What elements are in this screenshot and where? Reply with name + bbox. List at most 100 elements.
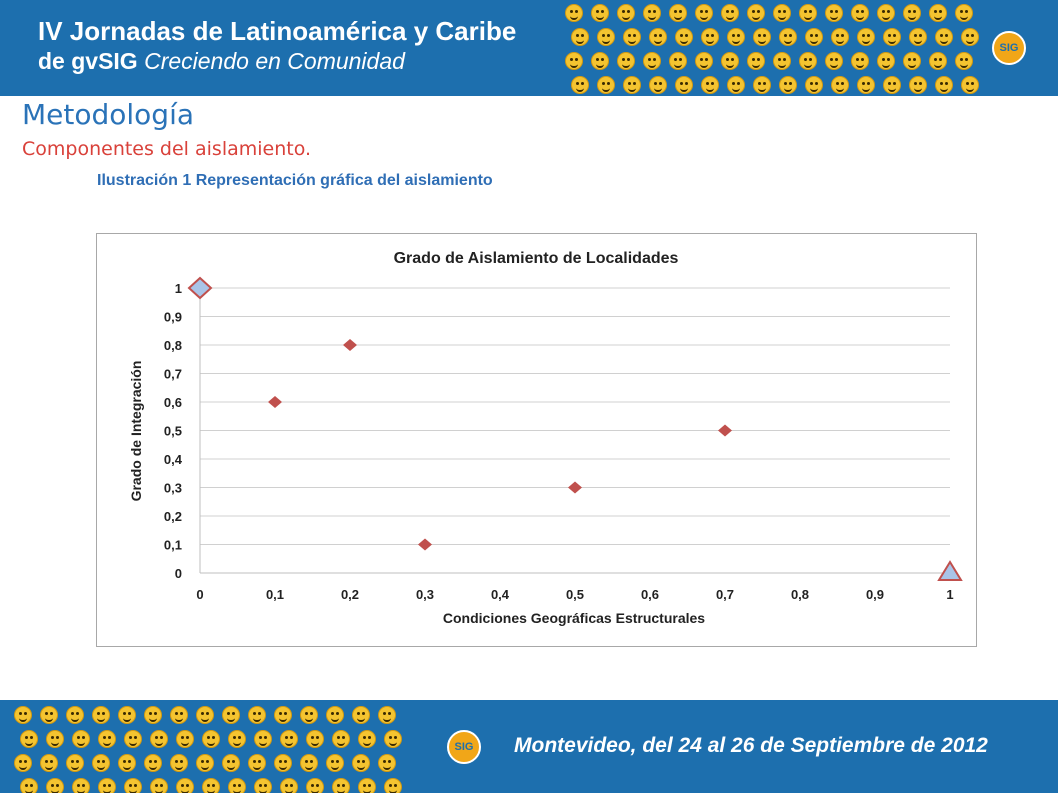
smiley-face-icon xyxy=(851,52,869,70)
smiley-face-icon xyxy=(831,28,849,46)
smiley-face-icon xyxy=(280,778,298,793)
page-subtitle: Componentes del aislamiento. xyxy=(22,138,312,160)
smiley-face-icon xyxy=(144,754,162,772)
y-tick-label: 0,9 xyxy=(164,310,182,325)
smiley-face-icon xyxy=(643,52,661,70)
smiley-face-icon xyxy=(565,52,583,70)
gvsig-logo-icon: SIG xyxy=(992,31,1026,65)
y-tick-label: 0,7 xyxy=(164,367,182,382)
smiley-face-icon xyxy=(248,706,266,724)
smiley-face-icon xyxy=(332,730,350,748)
smiley-face-icon xyxy=(571,28,589,46)
smiley-face-icon xyxy=(72,730,90,748)
smiley-face-icon xyxy=(228,778,246,793)
y-tick-label: 1 xyxy=(175,281,182,296)
smiley-face-icon xyxy=(46,778,64,793)
smiley-face-icon xyxy=(903,4,921,22)
smiley-face-icon xyxy=(66,706,84,724)
scatter-chart: Grado de Aislamiento de Localidades Cond… xyxy=(128,250,963,626)
smiley-face-icon xyxy=(799,4,817,22)
smiley-face-icon xyxy=(961,28,979,46)
data-point xyxy=(343,339,357,351)
y-tick-label: 0,2 xyxy=(164,509,182,524)
smiley-face-icon xyxy=(300,706,318,724)
smiley-face-icon xyxy=(571,76,589,94)
smiley-face-icon xyxy=(669,4,687,22)
bottom-banner xyxy=(0,700,1058,793)
smiley-face-icon xyxy=(565,4,583,22)
smiley-face-icon xyxy=(384,730,402,748)
data-point xyxy=(718,424,732,437)
smiley-face-icon xyxy=(643,4,661,22)
event-title-line1: IV Jornadas de Latinoamérica y Caribe xyxy=(38,16,517,46)
smiley-face-icon xyxy=(254,730,272,748)
smiley-face-icon xyxy=(254,778,272,793)
smiley-face-icon xyxy=(306,778,324,793)
smiley-face-icon xyxy=(228,730,246,748)
smiley-face-icon xyxy=(929,52,947,70)
smiley-face-icon xyxy=(909,28,927,46)
smiley-face-icon xyxy=(597,28,615,46)
smiley-face-icon xyxy=(170,754,188,772)
smiley-face-icon xyxy=(597,76,615,94)
smiley-face-icon xyxy=(66,754,84,772)
smiley-face-icon xyxy=(727,28,745,46)
smiley-face-icon xyxy=(825,52,843,70)
smiley-face-icon xyxy=(92,754,110,772)
smiley-face-icon xyxy=(701,28,719,46)
smiley-face-icon xyxy=(773,4,791,22)
smiley-face-icon xyxy=(358,778,376,793)
smiley-face-icon xyxy=(961,76,979,94)
smiley-face-icon xyxy=(675,28,693,46)
smiley-face-icon xyxy=(747,4,765,22)
smiley-face-icon xyxy=(591,52,609,70)
smiley-face-icon xyxy=(124,730,142,748)
smiley-face-icon xyxy=(202,778,220,793)
smiley-face-icon xyxy=(955,52,973,70)
x-tick-label: 0,4 xyxy=(491,587,510,602)
smiley-face-icon xyxy=(384,778,402,793)
smiley-face-icon xyxy=(727,76,745,94)
smiley-face-icon xyxy=(144,706,162,724)
y-axis-label: Grado de Integración xyxy=(128,361,144,502)
smiley-face-icon xyxy=(222,706,240,724)
smiley-face-icon xyxy=(877,4,895,22)
smiley-face-icon xyxy=(623,76,641,94)
page-title: Metodología xyxy=(22,98,195,131)
smiley-face-icon xyxy=(170,706,188,724)
smiley-face-icon xyxy=(669,52,687,70)
smiley-face-icon xyxy=(150,778,168,793)
smiley-face-icon xyxy=(675,76,693,94)
smiley-face-icon xyxy=(805,76,823,94)
gvsig-logo-icon-footer: SIG xyxy=(447,730,481,764)
y-tick-label: 0,6 xyxy=(164,395,182,410)
smiley-face-icon xyxy=(929,4,947,22)
figure-caption: Ilustración 1 Representación gráfica del… xyxy=(97,172,493,189)
smiley-face-icon xyxy=(883,76,901,94)
smiley-face-icon xyxy=(877,52,895,70)
smiley-face-icon xyxy=(40,706,58,724)
smiley-face-icon xyxy=(831,76,849,94)
smiley-face-icon xyxy=(332,778,350,793)
data-point-endpoint xyxy=(937,560,963,581)
smiley-face-icon xyxy=(300,754,318,772)
data-point-endpoint xyxy=(187,276,213,300)
event-title-line2-italic: Creciendo en Comunidad xyxy=(144,48,405,74)
smiley-face-icon xyxy=(649,76,667,94)
smiley-face-icon xyxy=(352,754,370,772)
smiley-face-icon xyxy=(753,76,771,94)
smiley-face-icon xyxy=(903,52,921,70)
smiley-face-icon xyxy=(695,4,713,22)
smiley-face-icon xyxy=(176,730,194,748)
x-tick-label: 0,7 xyxy=(716,587,734,602)
smiley-face-icon xyxy=(747,52,765,70)
smiley-face-icon xyxy=(118,706,136,724)
x-tick-label: 0,6 xyxy=(641,587,659,602)
smiley-face-icon xyxy=(222,754,240,772)
smiley-face-icon xyxy=(196,706,214,724)
smiley-face-icon xyxy=(124,778,142,793)
smiley-face-icon xyxy=(779,76,797,94)
top-banner: IV Jornadas de Latinoamérica y Caribe de… xyxy=(0,0,1058,96)
y-tick-label: 0,3 xyxy=(164,481,182,496)
x-tick-label: 0,5 xyxy=(566,587,584,602)
